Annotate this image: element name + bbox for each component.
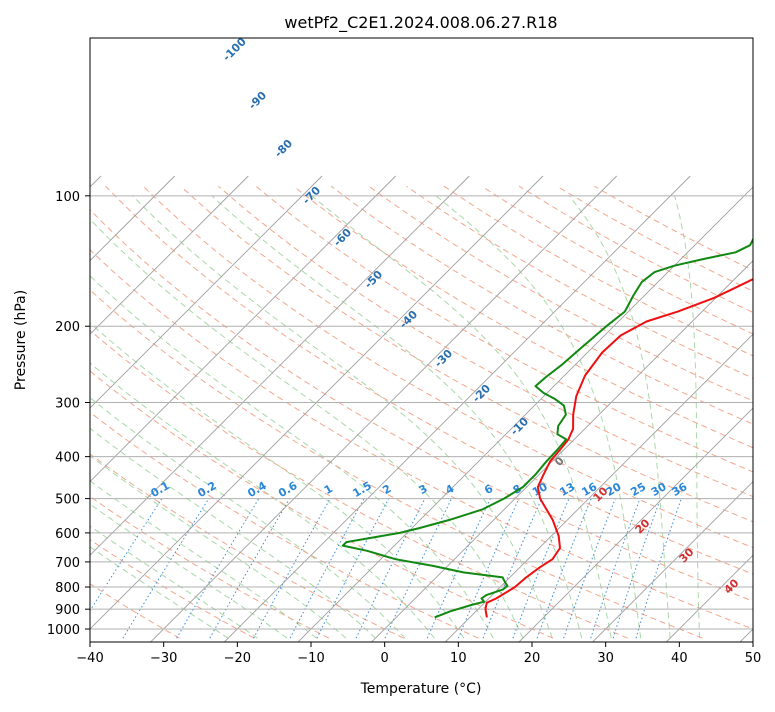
y-tick-label: 400: [55, 451, 80, 466]
x-tick-label: 20: [524, 651, 541, 666]
x-tick-label: −40: [76, 651, 103, 666]
y-tick-label: 1000: [47, 623, 80, 638]
x-tick-label: 40: [671, 651, 688, 666]
y-tick-label: 900: [55, 603, 80, 618]
x-tick-label: −30: [150, 651, 177, 666]
x-tick-label: 50: [745, 651, 762, 666]
y-tick-label: 700: [55, 556, 80, 571]
x-tick-label: −10: [297, 651, 324, 666]
chart-title: wetPf2_C2E1.2024.008.06.27.R18: [284, 13, 557, 33]
y-tick-label: 600: [55, 527, 80, 542]
y-tick-label: 800: [55, 581, 80, 596]
y-tick-label: 300: [55, 396, 80, 411]
y-tick-label: 200: [55, 320, 80, 335]
y-tick-label: 100: [55, 190, 80, 205]
x-axis-label: Temperature (°C): [360, 681, 482, 697]
x-tick-label: 0: [381, 651, 389, 666]
y-tick-label: 500: [55, 493, 80, 508]
x-tick-label: 30: [597, 651, 614, 666]
x-tick-label: 10: [450, 651, 467, 666]
x-tick-label: −20: [224, 651, 251, 666]
y-axis-label: Pressure (hPa): [13, 290, 29, 390]
